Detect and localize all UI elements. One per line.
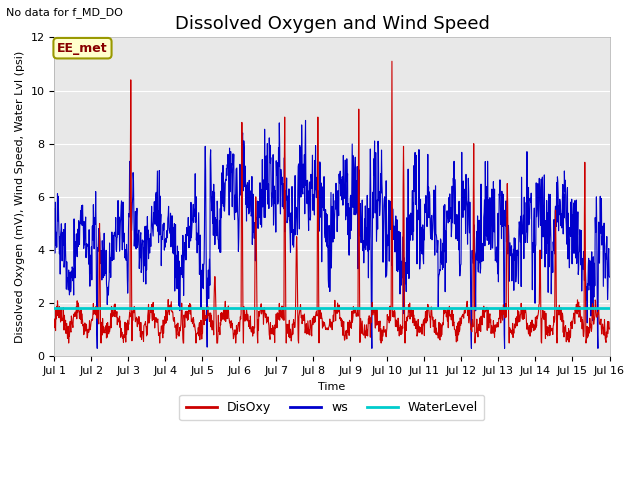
X-axis label: Time: Time: [318, 382, 346, 392]
Legend: DisOxy, ws, WaterLevel: DisOxy, ws, WaterLevel: [179, 395, 484, 420]
DisOxy: [605, 326, 613, 332]
Y-axis label: Dissolved Oxygen (mV), Wind Speed, Water Lvl (psi): Dissolved Oxygen (mV), Wind Speed, Water…: [15, 51, 25, 343]
ws: [540, 172, 548, 178]
ws: [492, 258, 499, 264]
DisOxy: [237, 314, 244, 320]
Line: DisOxy: DisOxy: [54, 61, 609, 343]
DisOxy: [540, 310, 548, 315]
ws: [301, 118, 309, 123]
ws: [51, 206, 58, 212]
DisOxy: [174, 332, 182, 338]
Text: EE_met: EE_met: [57, 42, 108, 55]
ws: [93, 346, 101, 351]
ws: [419, 222, 427, 228]
ws: [161, 237, 168, 242]
DisOxy: [161, 314, 168, 320]
DisOxy: [388, 59, 396, 64]
WaterLevel: [88, 306, 95, 312]
DisOxy: [51, 324, 58, 330]
Title: Dissolved Oxygen and Wind Speed: Dissolved Oxygen and Wind Speed: [175, 15, 490, 33]
ws: [174, 249, 182, 254]
DisOxy: [419, 322, 427, 328]
Line: ws: ws: [54, 120, 609, 348]
WaterLevel: [51, 306, 58, 312]
ws: [237, 191, 244, 196]
ws: [605, 274, 613, 280]
DisOxy: [492, 328, 499, 334]
Text: No data for f_MD_DO: No data for f_MD_DO: [6, 7, 124, 18]
DisOxy: [65, 340, 72, 346]
